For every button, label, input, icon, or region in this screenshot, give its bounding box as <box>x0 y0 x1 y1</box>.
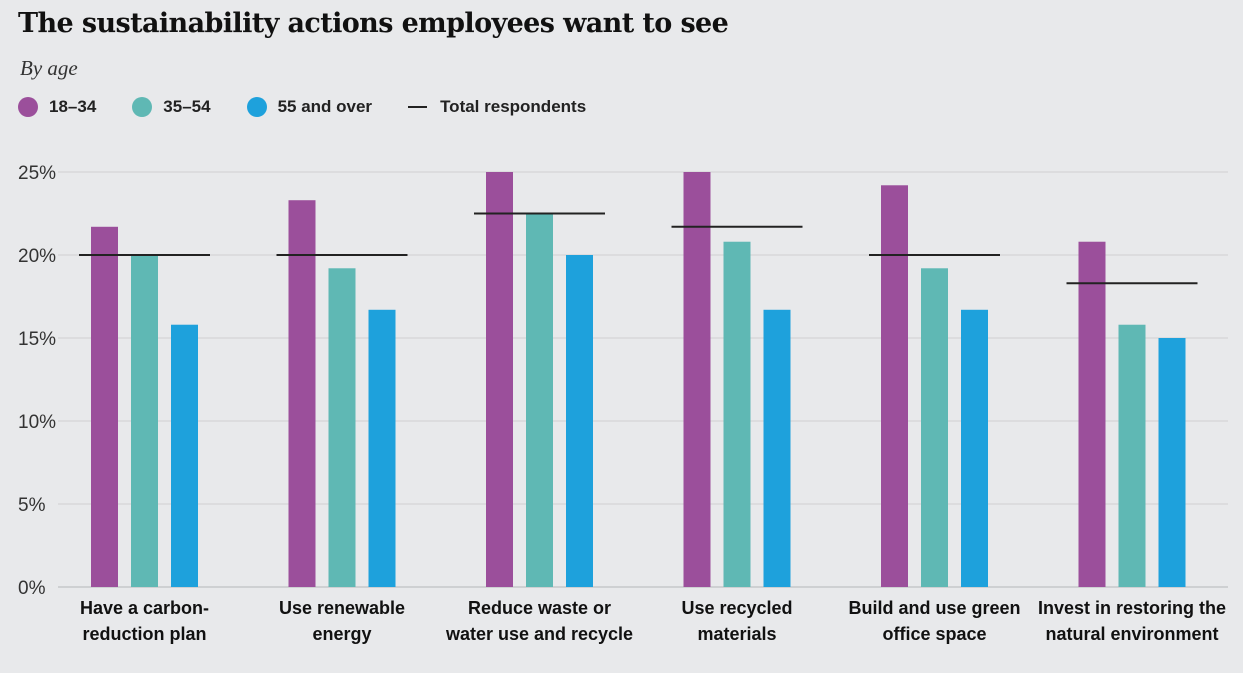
bar-cat5-series1 <box>1118 324 1146 587</box>
category-label-2-line0: Reduce waste or <box>468 598 611 618</box>
bar-cat1-series2 <box>368 309 396 587</box>
bar-cat0-series2 <box>171 324 198 587</box>
y-tick-label-0: 0% <box>18 578 46 599</box>
legend-swatch-35-54 <box>132 97 153 117</box>
chart-subtitle: By age <box>20 56 78 80</box>
category-label-1-line0: Use renewable <box>279 598 405 618</box>
legend: 18–34 35–54 55 and over Total respondent… <box>18 97 622 117</box>
legend-swatch-18-34 <box>18 97 38 117</box>
category-label-5-line1: natural environment <box>1045 624 1218 644</box>
legend-line-total <box>408 106 428 108</box>
bar-cat2-series0 <box>486 172 513 587</box>
category-label-1-line1: energy <box>312 624 371 644</box>
legend-label-18-34: 18–34 <box>49 97 97 116</box>
bar-cat5-series0 <box>1078 241 1106 587</box>
bar-cat2-series1 <box>526 213 553 587</box>
legend-label-total: Total respondents <box>440 97 587 116</box>
y-tick-label-5: 5% <box>18 495 46 516</box>
y-tick-label-20: 20% <box>18 246 56 267</box>
legend-label-55-over: 55 and over <box>277 97 373 116</box>
legend-item-total: Total respondents <box>408 97 586 117</box>
legend-swatch-55-over <box>246 97 267 117</box>
bar-cat4-series1 <box>921 268 948 587</box>
bar-cat3-series2 <box>763 309 791 587</box>
bar-cat1-series0 <box>288 200 316 587</box>
bar-cat2-series2 <box>566 255 593 587</box>
category-label-4-line1: office space <box>882 624 986 644</box>
legend-item-35-54: 35–54 <box>132 97 211 117</box>
legend-item-55-over: 55 and over <box>246 97 373 117</box>
category-label-5-line0: Invest in restoring the <box>1038 598 1226 618</box>
bar-cat0-series0 <box>91 226 118 587</box>
bar-cat1-series1 <box>328 268 356 587</box>
bar-cat4-series2 <box>961 309 988 587</box>
bar-cat0-series1 <box>131 255 158 587</box>
bar-cat5-series2 <box>1158 338 1186 587</box>
category-label-2-line1: water use and recycle <box>445 624 633 644</box>
category-label-0-line1: reduction plan <box>82 624 206 644</box>
y-tick-label-25: 25% <box>18 163 56 184</box>
category-label-3-line1: materials <box>697 624 776 644</box>
bar-cat3-series0 <box>683 172 711 587</box>
bar-cat3-series1 <box>723 241 751 587</box>
y-tick-label-15: 15% <box>18 329 56 350</box>
chart-title: The sustainability actions employees wan… <box>18 8 729 39</box>
bar-cat4-series0 <box>881 185 908 587</box>
category-label-4-line0: Build and use green <box>848 598 1020 618</box>
y-tick-label-10: 10% <box>18 412 56 433</box>
category-label-3-line0: Use recycled <box>681 598 792 618</box>
legend-item-18-34: 18–34 <box>18 97 96 117</box>
category-label-0-line0: Have a carbon- <box>80 598 209 618</box>
legend-label-35-54: 35–54 <box>163 97 211 116</box>
